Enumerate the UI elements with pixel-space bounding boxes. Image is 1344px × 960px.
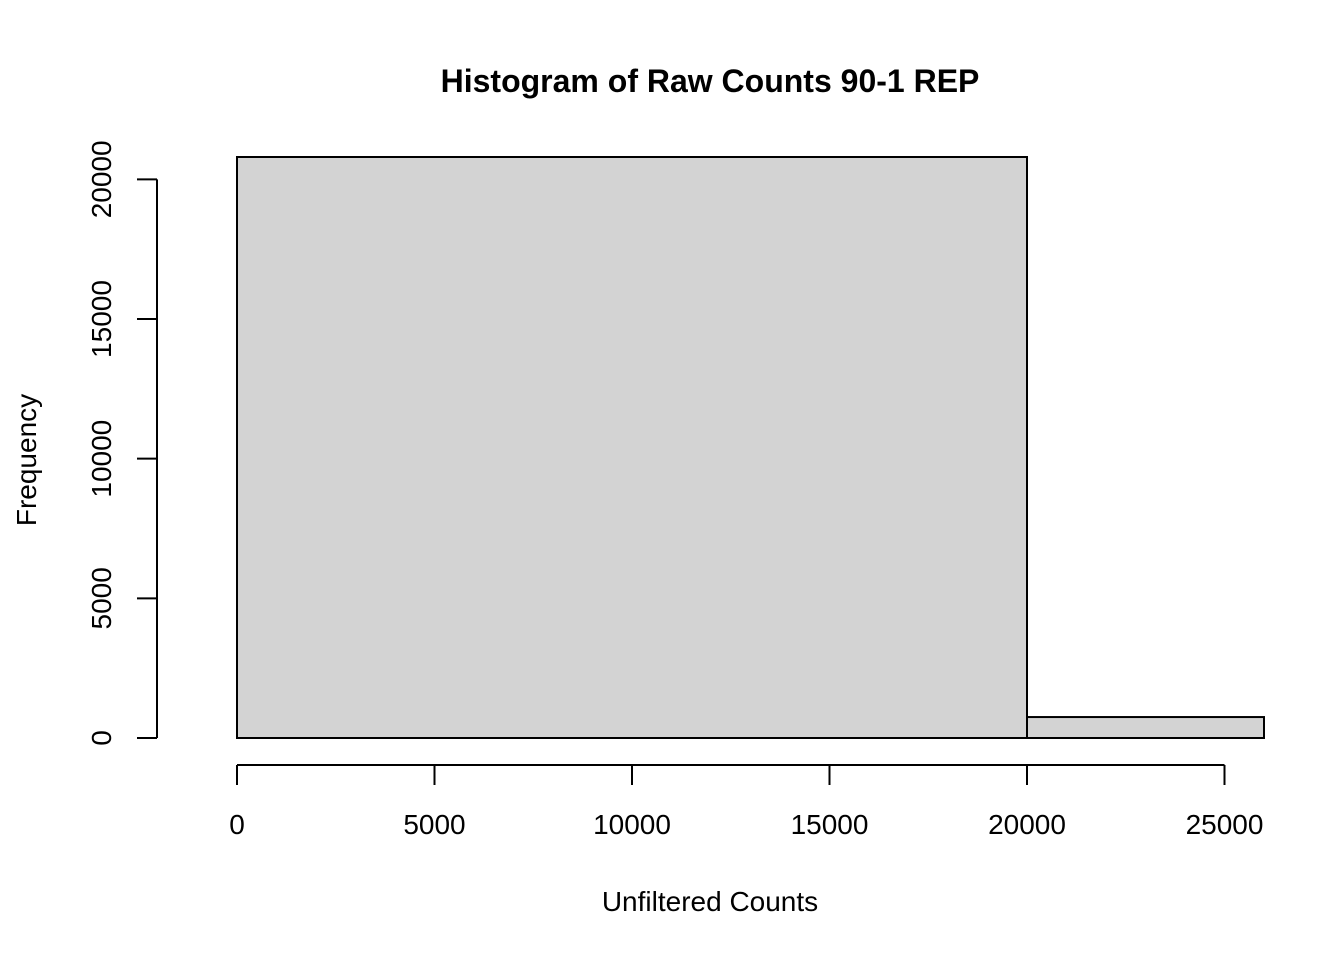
bars-group xyxy=(236,156,1265,739)
x-tick-label: 15000 xyxy=(791,809,869,840)
x-axis: 0 5000 10000 15000 20000 25000 xyxy=(229,764,1264,840)
y-tick-label: 10000 xyxy=(86,420,117,498)
y-tick-label: 20000 xyxy=(86,140,117,218)
histogram-bar-1 xyxy=(1026,716,1265,739)
x-tick-label: 20000 xyxy=(988,809,1066,840)
y-tick-label: 5000 xyxy=(86,567,117,629)
x-tick-label: 0 xyxy=(229,809,245,840)
chart-title: Histogram of Raw Counts 90-1 REP xyxy=(441,63,980,99)
y-axis: 0 5000 10000 15000 20000 xyxy=(86,140,158,746)
x-axis-title: Unfiltered Counts xyxy=(602,886,818,917)
histogram-bar-0 xyxy=(236,156,1028,739)
x-tick-label: 10000 xyxy=(593,809,671,840)
y-axis-title: Frequency xyxy=(11,394,42,526)
x-tick-label: 25000 xyxy=(1186,809,1264,840)
y-tick-label: 0 xyxy=(86,730,117,746)
x-tick-label: 5000 xyxy=(403,809,465,840)
y-tick-label: 15000 xyxy=(86,280,117,358)
